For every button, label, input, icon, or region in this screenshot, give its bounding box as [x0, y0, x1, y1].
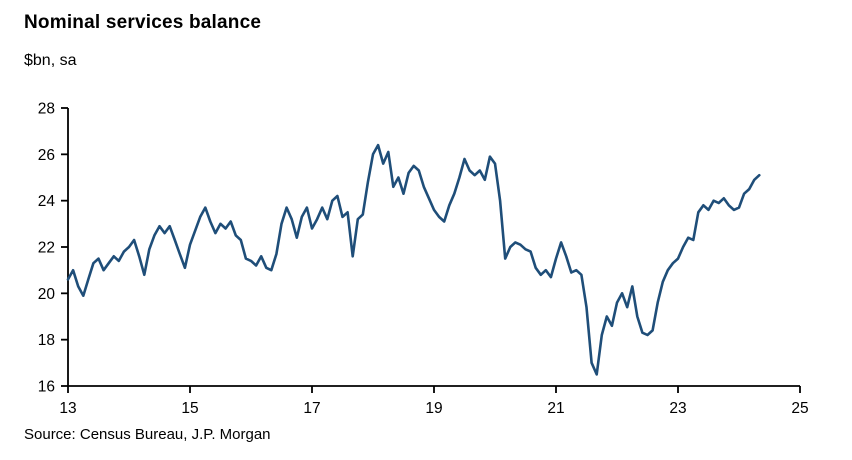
x-tick-label: 15	[181, 400, 198, 417]
chart-units-label: $bn, sa	[24, 52, 77, 69]
chart-line-nominal-services-balance	[66, 143, 761, 376]
x-tick-label: 25	[791, 400, 808, 417]
y-tick-label: 16	[38, 379, 55, 396]
chart-title: Nominal services balance	[24, 12, 262, 33]
x-tick-label: 21	[547, 400, 564, 417]
y-tick-label: 26	[38, 147, 55, 164]
x-tick-label: 13	[59, 400, 76, 417]
y-tick-label: 20	[38, 286, 56, 303]
x-tick-label: 19	[425, 400, 442, 417]
x-tick-label: 23	[669, 400, 686, 417]
y-tick-label: 24	[38, 193, 56, 210]
y-tick-label: 28	[38, 101, 55, 118]
x-tick-label: 17	[303, 400, 320, 417]
y-tick-label: 22	[38, 240, 55, 257]
source-note: Source: Census Bureau, J.P. Morgan	[24, 426, 271, 443]
y-tick-label: 18	[38, 332, 55, 349]
